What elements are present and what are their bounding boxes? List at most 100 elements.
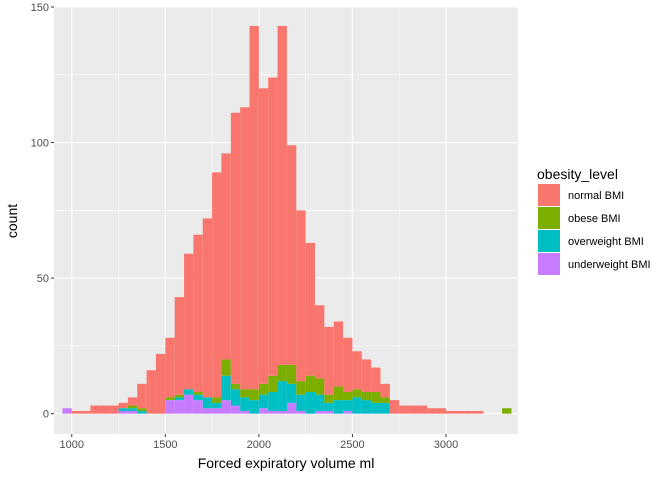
bar-overweight-bmi bbox=[212, 402, 222, 409]
y-axis-title: count bbox=[4, 204, 20, 238]
bar-normal-bmi bbox=[230, 112, 241, 384]
bar-obese-bmi bbox=[502, 408, 512, 414]
bar-obese-bmi bbox=[286, 364, 297, 384]
bar-overweight-bmi bbox=[202, 397, 213, 409]
bar-obese-bmi bbox=[315, 378, 325, 395]
bar-normal-bmi bbox=[455, 410, 465, 414]
bar-overweight-bmi bbox=[352, 397, 362, 414]
x-tick-label: 2000 bbox=[247, 439, 271, 451]
bar-underweight-bmi bbox=[296, 410, 306, 414]
bar-normal-bmi bbox=[212, 172, 222, 398]
bar-obese-bmi bbox=[127, 405, 138, 409]
bar-overweight-bmi bbox=[174, 397, 185, 401]
bar-underweight-bmi bbox=[324, 410, 334, 414]
legend-label-obese-bmi: obese BMI bbox=[568, 213, 621, 225]
bar-obese-bmi bbox=[165, 397, 175, 401]
bar-normal-bmi bbox=[408, 405, 418, 414]
bar-overweight-bmi bbox=[193, 394, 203, 401]
legend-title: obesity_level bbox=[537, 166, 618, 182]
bar-obese-bmi bbox=[193, 391, 203, 395]
bar-obese-bmi bbox=[221, 359, 231, 376]
bar-normal-bmi bbox=[286, 145, 297, 365]
bar-normal-bmi bbox=[193, 234, 203, 392]
bar-normal-bmi bbox=[127, 397, 138, 406]
bar-normal-bmi bbox=[333, 321, 344, 387]
bar-normal-bmi bbox=[389, 400, 400, 414]
bar-normal-bmi bbox=[417, 405, 428, 414]
bar-obese-bmi bbox=[343, 391, 353, 401]
legend-key-underweight-bmi bbox=[538, 253, 560, 275]
bar-normal-bmi bbox=[436, 408, 446, 414]
bar-underweight-bmi bbox=[202, 408, 213, 414]
bar-underweight-bmi bbox=[62, 408, 72, 414]
bar-normal-bmi bbox=[371, 367, 381, 392]
bar-normal-bmi bbox=[361, 359, 372, 392]
legend-key-overweight-bmi bbox=[538, 230, 560, 252]
bar-normal-bmi bbox=[202, 218, 213, 398]
y-axis-ticks: 0 50 100 150 bbox=[31, 2, 54, 421]
bar-overweight-bmi bbox=[230, 389, 241, 406]
bar-obese-bmi bbox=[212, 397, 222, 403]
x-tick-label: 2500 bbox=[340, 439, 364, 451]
legend-label-underweight-bmi: underweight BMI bbox=[568, 259, 651, 271]
bar-obese-bmi bbox=[258, 383, 269, 395]
bar-normal-bmi bbox=[165, 337, 175, 398]
bar-normal-bmi bbox=[445, 410, 456, 414]
bar-overweight-bmi bbox=[333, 400, 344, 414]
bar-underweight-bmi bbox=[286, 402, 297, 414]
bar-normal-bmi bbox=[240, 107, 250, 390]
bar-overweight-bmi bbox=[296, 394, 306, 411]
bar-underweight-bmi bbox=[277, 410, 287, 414]
bar-obese-bmi bbox=[277, 364, 287, 382]
bar-overweight-bmi bbox=[324, 402, 334, 411]
bar-normal-bmi bbox=[474, 410, 484, 414]
y-tick-label: 100 bbox=[31, 138, 49, 150]
bar-normal-bmi bbox=[277, 25, 287, 365]
bar-underweight-bmi bbox=[118, 410, 128, 414]
bar-overweight-bmi bbox=[286, 383, 297, 403]
bar-overweight-bmi bbox=[361, 400, 372, 414]
x-tick-label: 1500 bbox=[153, 439, 177, 451]
bar-normal-bmi bbox=[81, 410, 91, 414]
bar-obese-bmi bbox=[240, 389, 250, 398]
bar-normal-bmi bbox=[137, 383, 147, 409]
bar-normal-bmi bbox=[464, 410, 475, 414]
bar-overweight-bmi bbox=[305, 391, 315, 414]
bar-normal-bmi bbox=[268, 77, 278, 376]
bar-obese-bmi bbox=[352, 389, 362, 398]
bar-underweight-bmi bbox=[221, 400, 231, 414]
histogram-bars bbox=[62, 25, 512, 414]
bar-underweight-bmi bbox=[315, 410, 325, 414]
bar-normal-bmi bbox=[174, 297, 185, 395]
bar-normal-bmi bbox=[90, 405, 100, 414]
bar-overweight-bmi bbox=[258, 394, 269, 409]
bar-normal-bmi bbox=[258, 88, 269, 384]
bar-normal-bmi bbox=[399, 405, 409, 414]
bar-overweight-bmi bbox=[137, 410, 147, 414]
bar-overweight-bmi bbox=[118, 408, 128, 411]
bar-underweight-bmi bbox=[343, 410, 353, 414]
bar-overweight-bmi bbox=[380, 402, 390, 414]
y-tick-label: 0 bbox=[43, 409, 49, 421]
bar-normal-bmi bbox=[71, 410, 82, 414]
x-axis-ticks: 1000 1500 2000 2500 3000 bbox=[60, 434, 458, 451]
bar-overweight-bmi bbox=[249, 400, 259, 414]
bar-overweight-bmi bbox=[221, 375, 231, 401]
bar-normal-bmi bbox=[343, 337, 353, 392]
bar-overweight-bmi bbox=[127, 408, 138, 411]
bar-underweight-bmi bbox=[174, 400, 185, 414]
bar-normal-bmi bbox=[99, 405, 110, 414]
bar-normal-bmi bbox=[427, 408, 437, 414]
bar-overweight-bmi bbox=[268, 391, 278, 411]
bar-overweight-bmi bbox=[371, 402, 381, 414]
x-tick-label: 3000 bbox=[434, 439, 458, 451]
bar-obese-bmi bbox=[333, 386, 344, 401]
bar-underweight-bmi bbox=[212, 408, 222, 414]
x-axis-title: Forced expiratory volume ml bbox=[198, 455, 375, 471]
y-tick-label: 150 bbox=[31, 2, 49, 14]
bar-normal-bmi bbox=[380, 383, 390, 398]
bar-overweight-bmi bbox=[315, 394, 325, 411]
bar-normal-bmi bbox=[249, 25, 259, 390]
bar-obese-bmi bbox=[249, 389, 259, 401]
bar-obese-bmi bbox=[305, 375, 315, 392]
